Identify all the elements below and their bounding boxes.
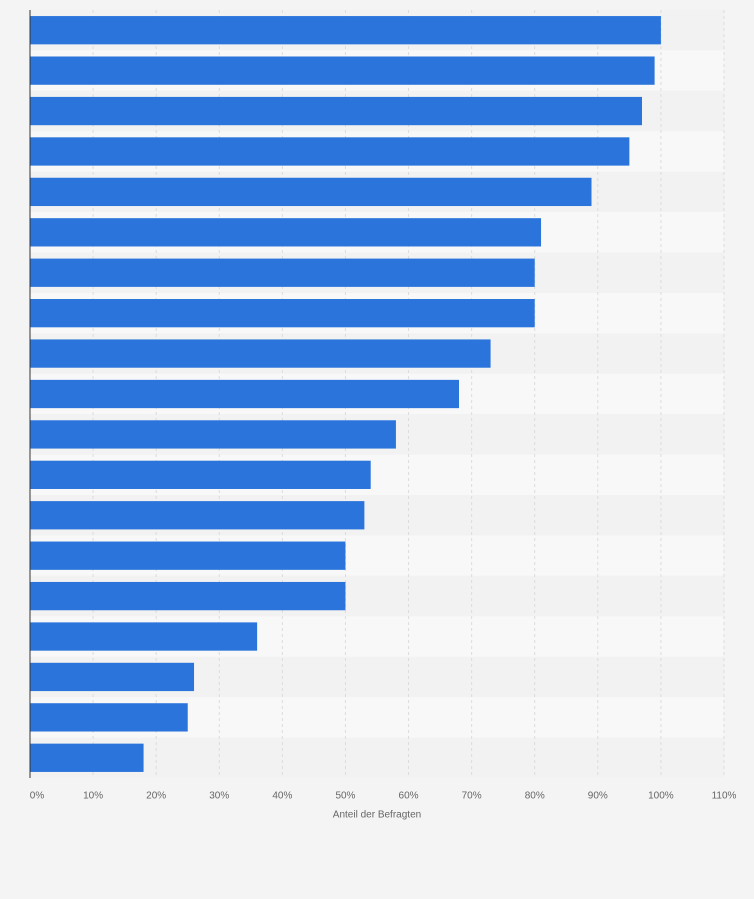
x-tick-label: 90% [588,791,608,802]
bar [30,420,396,449]
bar [30,177,592,207]
x-tick-label: 70% [462,791,482,802]
bar [30,56,655,85]
bar [30,218,542,247]
bar [30,96,642,126]
x-tick-label: 10% [83,791,103,802]
bar [30,299,535,328]
x-tick-label: 40% [272,791,292,802]
x-tick-label: 100% [648,791,674,802]
x-axis-title: Anteil der Befragten [333,810,421,821]
bar [30,501,365,530]
x-tick-label: 20% [146,791,166,802]
bar [30,622,258,651]
row-stripe [30,737,724,778]
bar [30,541,346,570]
bar [30,460,371,489]
bar [30,339,491,368]
x-tick-label: 80% [525,791,545,802]
bar [30,581,346,611]
x-tick-label: 50% [335,791,355,802]
x-tick-label: 0% [30,791,45,802]
bar [30,137,630,166]
bar [30,258,535,287]
bar [30,16,661,45]
x-tick-label: 30% [209,791,229,802]
bar [30,379,460,409]
bar [30,662,195,692]
bar [30,743,144,772]
x-tick-label: 60% [399,791,419,802]
x-tick-label: 110% [712,791,737,802]
bar [30,703,188,732]
